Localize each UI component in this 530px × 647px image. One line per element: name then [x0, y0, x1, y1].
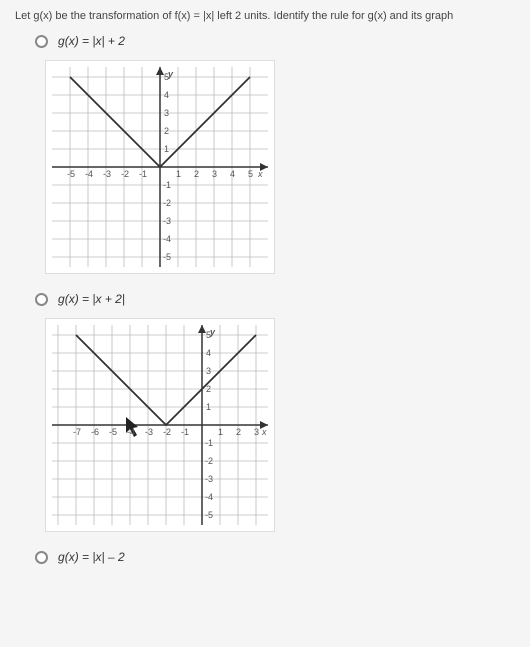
xlabel-n2: -2: [121, 169, 129, 179]
xlabel-1: 1: [176, 169, 181, 179]
option-2-row[interactable]: g(x) = |x + 2|: [35, 292, 515, 306]
xlabel-2: 2: [194, 169, 199, 179]
graph-1: -5 -4 -3 -2 -1 1 2 3 4 5 1 2 3 4 5 -1 -2…: [52, 67, 268, 267]
ylabel-n2: -2: [163, 198, 171, 208]
xlabel2-n6: -6: [91, 427, 99, 437]
formula-2: g(x) = |x + 2|: [58, 292, 125, 306]
xlabel2-n2: -2: [163, 427, 171, 437]
ylabel-n3: -3: [163, 216, 171, 226]
ylabel2-n5: -5: [205, 510, 213, 520]
xlabel-n1: -1: [139, 169, 147, 179]
x-axis-label-2: x: [261, 427, 267, 437]
radio-1[interactable]: [35, 35, 48, 48]
xlabel2-n1: -1: [181, 427, 189, 437]
xlabel2-n3: -3: [145, 427, 153, 437]
xlabel-4: 4: [230, 169, 235, 179]
ylabel2-1: 1: [206, 402, 211, 412]
graph-2: -7 -6 -5 -4 -3 -2 -1 1 2 3 1 2 3 4 5 -1 …: [52, 325, 268, 525]
ylabel-3: 3: [164, 108, 169, 118]
ylabel-n1: -1: [163, 180, 171, 190]
ylabel2-n1: -1: [205, 438, 213, 448]
xlabel2-3: 3: [254, 427, 259, 437]
xlabel-5: 5: [248, 169, 253, 179]
option-3-row[interactable]: g(x) = |x| – 2: [35, 550, 515, 564]
radio-3[interactable]: [35, 551, 48, 564]
y-axis-label-1: y: [167, 69, 174, 79]
graph-2-container: -7 -6 -5 -4 -3 -2 -1 1 2 3 1 2 3 4 5 -1 …: [45, 318, 275, 532]
ylabel2-n4: -4: [205, 492, 213, 502]
xlabel2-2: 2: [236, 427, 241, 437]
graph-1-container: -5 -4 -3 -2 -1 1 2 3 4 5 1 2 3 4 5 -1 -2…: [45, 60, 275, 274]
formula-3: g(x) = |x| – 2: [58, 550, 125, 564]
xlabel-3: 3: [212, 169, 217, 179]
ylabel-n5: -5: [163, 252, 171, 262]
ylabel-1: 1: [164, 144, 169, 154]
ylabel2-3: 3: [206, 366, 211, 376]
xlabel2-n4: -4: [127, 427, 135, 437]
xlabel-n5: -5: [67, 169, 75, 179]
ylabel2-4: 4: [206, 348, 211, 358]
ylabel2-n3: -3: [205, 474, 213, 484]
option-1-row[interactable]: g(x) = |x| + 2: [35, 34, 515, 48]
radio-2[interactable]: [35, 293, 48, 306]
option-3: g(x) = |x| – 2: [35, 550, 515, 564]
question-text: Let g(x) be the transformation of f(x) =…: [15, 10, 515, 22]
xlabel2-n7: -7: [73, 427, 81, 437]
ylabel2-n2: -2: [205, 456, 213, 466]
xlabel-n4: -4: [85, 169, 93, 179]
formula-1: g(x) = |x| + 2: [58, 34, 125, 48]
xlabel2-1: 1: [218, 427, 223, 437]
ylabel-4: 4: [164, 90, 169, 100]
ylabel-2: 2: [164, 126, 169, 136]
option-2: g(x) = |x + 2|: [35, 292, 515, 306]
option-1: g(x) = |x| + 2: [35, 34, 515, 48]
y-axis-label-2: y: [209, 327, 216, 337]
ylabel-n4: -4: [163, 234, 171, 244]
xlabel2-n5: -5: [109, 427, 117, 437]
ylabel2-2: 2: [206, 384, 211, 394]
x-axis-label-1: x: [257, 169, 263, 179]
xlabel-n3: -3: [103, 169, 111, 179]
